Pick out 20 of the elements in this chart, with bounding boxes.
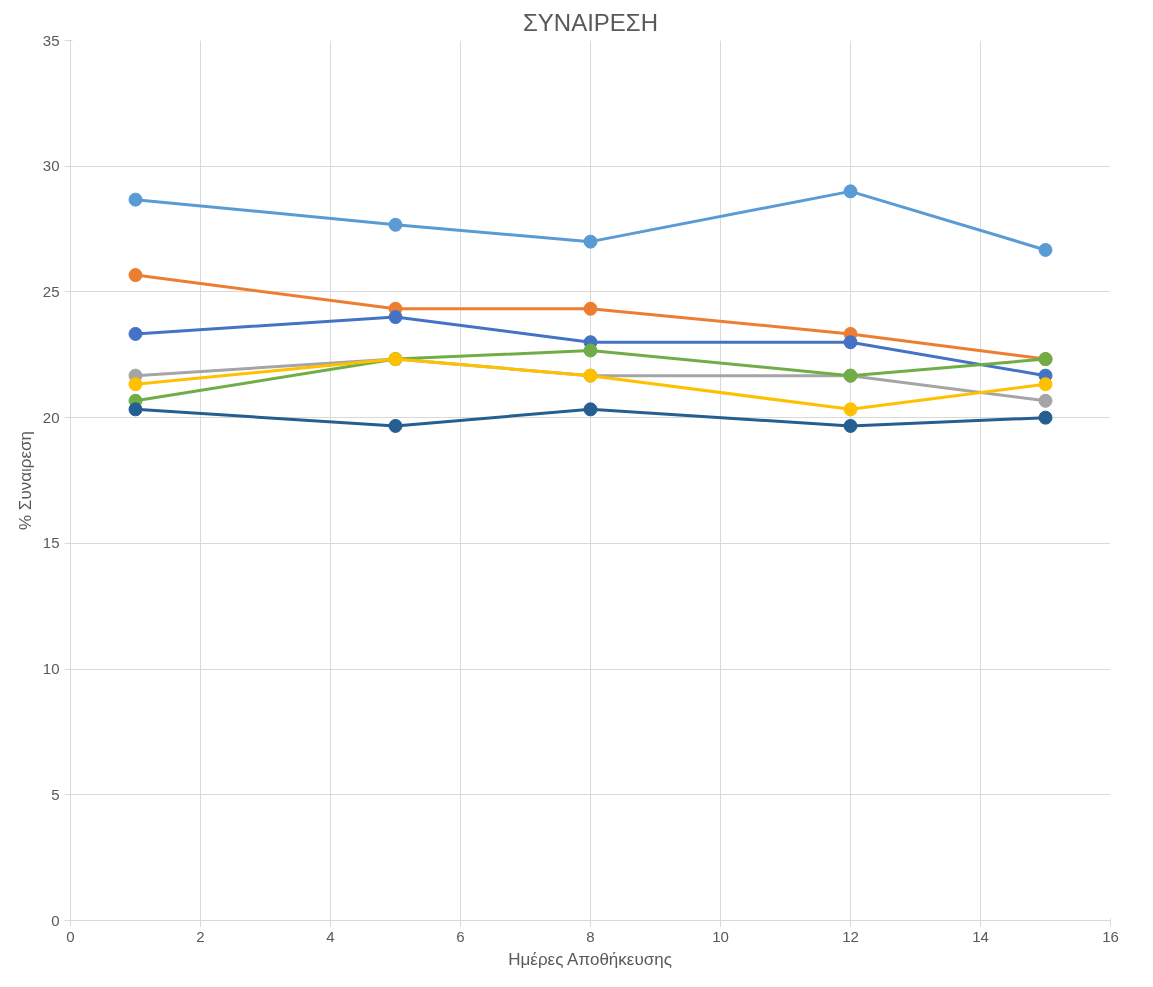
x-tick-label: 10 [712,927,729,945]
y-axis-title: % Συναιρεση [15,431,35,530]
y-tick-label: 10 [42,660,60,678]
y-tick-label: 0 [51,911,60,929]
y-tick-label: 15 [42,534,60,552]
x-tick-label: 0 [66,927,75,945]
y-tick-label: 5 [51,785,60,803]
x-tick-label: 16 [1102,927,1119,945]
x-tick-label: 8 [586,927,595,945]
x-tick-label: 4 [326,927,335,945]
x-tick-label: 6 [456,927,465,945]
y-tick-label: 35 [42,31,60,49]
y-tick-label: 25 [42,282,60,300]
x-tick-label: 2 [196,927,205,945]
chart-title: ΣΥΝΑΙΡΕΣΗ [522,8,659,36]
x-axis-title: Ημέρες Αποθήκευσης [508,949,672,969]
y-tick-label: 20 [42,408,60,426]
x-tick-label: 14 [972,927,989,945]
y-tick-label: 30 [42,157,60,175]
x-tick-label: 12 [842,927,859,945]
